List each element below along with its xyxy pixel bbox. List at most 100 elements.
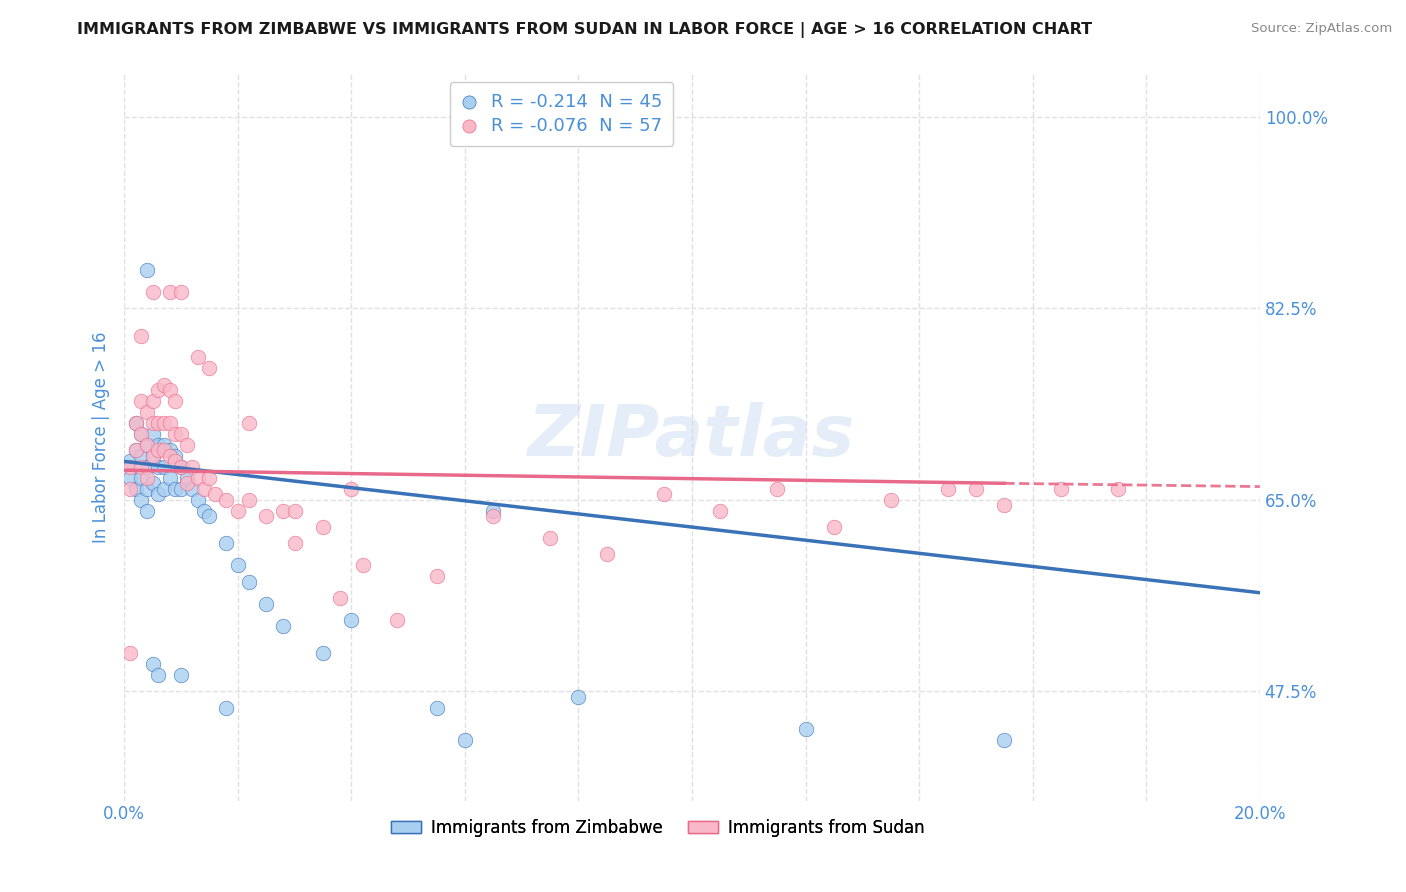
Point — [385, 613, 408, 627]
Point — [284, 503, 307, 517]
Point — [340, 613, 363, 627]
Point — [312, 520, 335, 534]
Point — [118, 459, 141, 474]
Point — [170, 427, 193, 442]
Point — [159, 384, 181, 398]
Text: ZIPatlas: ZIPatlas — [529, 402, 856, 471]
Point — [176, 438, 198, 452]
Point — [284, 536, 307, 550]
Point — [118, 471, 141, 485]
Point — [170, 482, 193, 496]
Point — [176, 476, 198, 491]
Point — [993, 733, 1015, 747]
Point — [142, 285, 165, 299]
Point — [153, 482, 176, 496]
Point — [142, 427, 165, 442]
Point — [425, 700, 447, 714]
Point — [148, 384, 170, 398]
Point — [425, 569, 447, 583]
Point — [142, 394, 165, 409]
Point — [187, 351, 209, 365]
Point — [129, 328, 152, 343]
Point — [136, 482, 159, 496]
Point — [129, 471, 152, 485]
Point — [153, 377, 176, 392]
Point — [454, 733, 477, 747]
Text: IMMIGRANTS FROM ZIMBABWE VS IMMIGRANTS FROM SUDAN IN LABOR FORCE | AGE > 16 CORR: IMMIGRANTS FROM ZIMBABWE VS IMMIGRANTS F… — [77, 22, 1092, 38]
Point — [148, 416, 170, 430]
Point — [170, 667, 193, 681]
Point — [165, 482, 187, 496]
Point — [482, 509, 505, 524]
Text: Source: ZipAtlas.com: Source: ZipAtlas.com — [1251, 22, 1392, 36]
Point — [352, 558, 374, 573]
Point — [142, 657, 165, 671]
Point — [193, 503, 215, 517]
Point — [159, 416, 181, 430]
Point — [124, 482, 146, 496]
Point — [187, 492, 209, 507]
Point — [159, 449, 181, 463]
Point — [153, 438, 176, 452]
Point — [165, 394, 187, 409]
Point — [215, 700, 238, 714]
Point — [142, 449, 165, 463]
Point — [142, 476, 165, 491]
Point — [129, 427, 152, 442]
Point — [148, 443, 170, 458]
Point — [181, 459, 204, 474]
Point — [238, 416, 260, 430]
Point — [136, 503, 159, 517]
Point — [136, 459, 159, 474]
Point — [148, 667, 170, 681]
Point — [136, 438, 159, 452]
Point — [170, 459, 193, 474]
Point — [159, 471, 181, 485]
Point — [1050, 482, 1073, 496]
Point — [271, 618, 294, 632]
Point — [148, 438, 170, 452]
Legend: Immigrants from Zimbabwe, Immigrants from Sudan: Immigrants from Zimbabwe, Immigrants fro… — [385, 812, 931, 843]
Point — [596, 548, 619, 562]
Point — [159, 285, 181, 299]
Point — [204, 487, 226, 501]
Point — [794, 723, 817, 737]
Point — [153, 416, 176, 430]
Point — [215, 536, 238, 550]
Point — [254, 597, 277, 611]
Point — [198, 509, 221, 524]
Point — [170, 459, 193, 474]
Point — [118, 646, 141, 660]
Point — [823, 520, 845, 534]
Point — [148, 459, 170, 474]
Point — [148, 487, 170, 501]
Point — [136, 263, 159, 277]
Point — [329, 591, 352, 606]
Point — [880, 492, 903, 507]
Point — [129, 459, 152, 474]
Point — [254, 509, 277, 524]
Point — [538, 531, 561, 545]
Point — [124, 416, 146, 430]
Point — [312, 646, 335, 660]
Point — [1107, 482, 1129, 496]
Point — [129, 449, 152, 463]
Point — [936, 482, 959, 496]
Point — [993, 498, 1015, 512]
Point — [226, 558, 249, 573]
Point — [129, 492, 152, 507]
Point — [124, 443, 146, 458]
Point — [340, 482, 363, 496]
Point — [118, 454, 141, 468]
Point — [136, 471, 159, 485]
Point — [965, 482, 987, 496]
Point — [198, 361, 221, 376]
Point — [187, 471, 209, 485]
Point — [766, 482, 789, 496]
Point — [271, 503, 294, 517]
Point — [567, 690, 589, 704]
Point — [136, 438, 159, 452]
Point — [709, 503, 731, 517]
Point — [136, 405, 159, 419]
Point — [181, 482, 204, 496]
